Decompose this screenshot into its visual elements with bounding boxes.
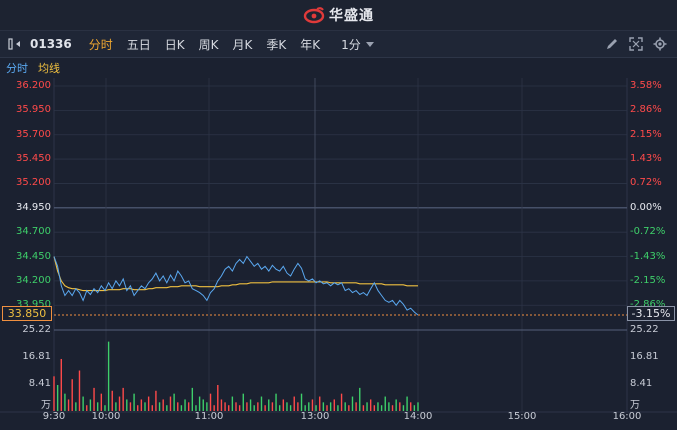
time-tick-label: 13:00 [300,411,330,422]
tab-week-k[interactable]: 周K [198,37,219,52]
volume-tick-label: 25.22 [22,324,51,335]
time-tick-label: 10:00 [91,411,121,422]
time-tick-label: 15:00 [507,411,537,422]
price-tick-label: 35.450 [16,153,51,165]
tab-quarter-k[interactable]: 季K [266,37,287,52]
time-tick-label: 9:30 [42,411,66,422]
period-dropdown[interactable]: 1分 [341,36,374,53]
volume-tick-label-right: 16.81 [630,351,659,362]
current-pct-tag: -3.15% [627,306,675,321]
volume-unit-label-right: 万 [630,400,640,411]
pct-tick-label: -0.72% [630,226,666,238]
price-tick-label: 34.950 [16,201,51,213]
pencil-icon[interactable] [605,37,619,51]
tab-fenshi[interactable]: 分时 [88,37,113,52]
time-tick-label: 11:00 [194,411,224,422]
brand-name: 华盛通 [329,8,374,24]
stock-code: 01336 [30,37,72,51]
avg-price-line [53,256,418,292]
price-tick-label: 34.200 [16,274,51,286]
tab-day-k[interactable]: 日K [164,37,185,52]
pct-tick-label: 0.72% [630,177,662,189]
chevron-down-icon [365,41,374,47]
chart-tools [605,37,667,51]
pct-tick-label: 2.86% [630,104,662,116]
price-tick-label: 35.950 [16,104,51,116]
chart-legend: 分时 均线 [0,58,677,78]
time-tick-label: 14:00 [403,411,433,422]
price-line [53,255,419,316]
current-price-tag: 33.850 [2,306,52,321]
collapse-panel-icon[interactable] [8,37,22,51]
pct-tick-label: -2.86% [630,299,666,311]
pct-tick-label: -1.43% [630,250,666,262]
brand-logo: 华盛通 [303,5,374,25]
volume-tick-label: 16.81 [22,351,51,362]
price-tick-label: 36.200 [16,80,51,91]
pct-tick-label: -2.15% [630,274,666,286]
legend-price-line: 分时 [6,62,28,75]
tab-year-k[interactable]: 年K [300,37,321,52]
volume-tick-label: 8.41 [28,377,51,389]
tab-month-k[interactable]: 月K [232,37,253,52]
pct-tick-label: 3.58% [630,80,662,91]
title-bar: 华盛通 [0,0,677,31]
settings-icon[interactable] [653,37,667,51]
pct-tick-label: 2.15% [630,128,662,140]
pct-tick-label: 0.00% [630,201,662,213]
pct-tick-label: 1.43% [630,153,662,165]
volume-tick-label-right: 25.22 [630,324,659,335]
time-tick-label: 16:00 [612,411,642,422]
price-tick-label: 35.700 [16,128,51,140]
period-value: 1分 [341,37,361,52]
chart-toolbar: 01336 分时 五日 日K 周K 月K 季K 年K 1分 [0,31,677,58]
price-tick-label: 34.450 [16,250,51,262]
price-tick-label: 35.200 [16,177,51,189]
legend-avg-line: 均线 [38,62,60,75]
price-tick-label: 33.950 [16,299,51,311]
brand-logo-icon [303,7,325,24]
volume-tick-label-right: 8.41 [630,377,653,389]
tab-five-day[interactable]: 五日 [126,37,151,52]
volume-unit-label: 万 [41,400,51,411]
price-tick-label: 34.700 [16,226,51,238]
fullscreen-icon[interactable] [629,37,643,51]
